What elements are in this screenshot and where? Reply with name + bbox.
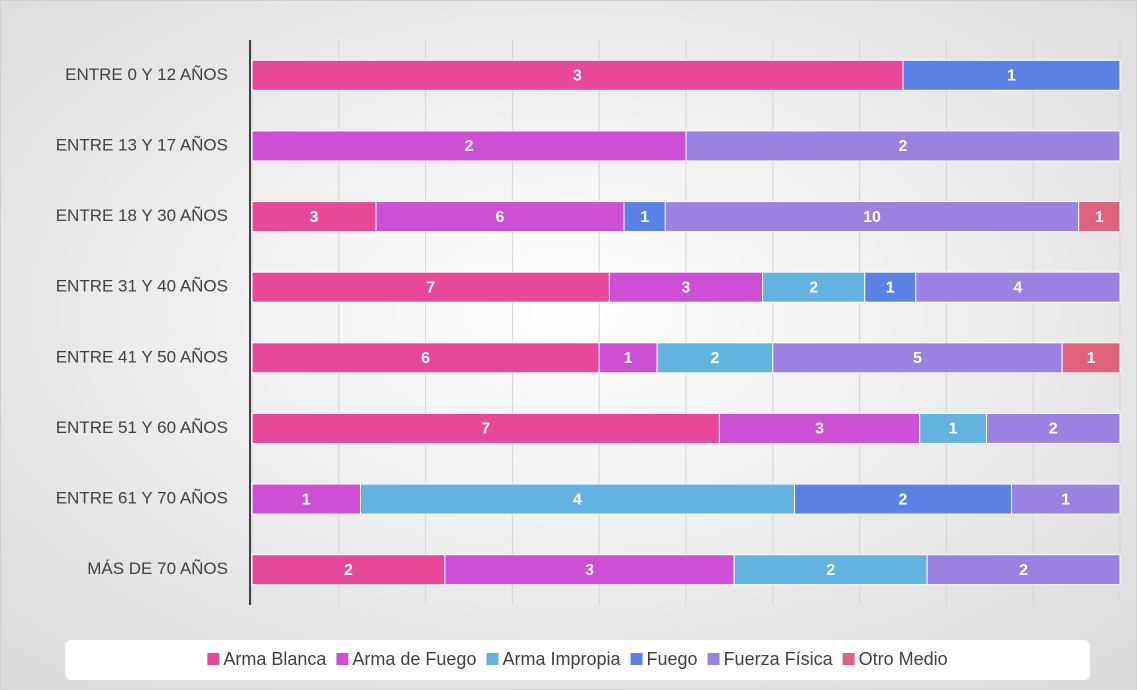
bar-segment <box>1011 483 1121 515</box>
bar-segment <box>664 201 1080 233</box>
value-label: 1 <box>1087 350 1096 367</box>
value-label: 1 <box>1007 68 1016 85</box>
value-label: 3 <box>573 68 582 85</box>
bar-segment <box>251 271 610 303</box>
bar-segment <box>985 412 1121 444</box>
bar-segment <box>1078 201 1121 233</box>
bar-segment <box>251 342 600 374</box>
legend-swatch <box>207 653 220 665</box>
value-label: 2 <box>1019 562 1028 579</box>
value-label: 7 <box>481 421 490 438</box>
value-label: 4 <box>573 491 582 508</box>
bar-segment <box>251 130 687 162</box>
legend-label: Fuerza Física <box>724 649 834 669</box>
value-label: 2 <box>1049 421 1058 438</box>
y-tick-label: ENTRE 18 Y 30 AÑOS <box>56 206 228 225</box>
y-tick-label: MÁS DE 70 AÑOS <box>87 559 228 578</box>
value-label: 2 <box>809 279 818 296</box>
value-label: 3 <box>682 279 691 296</box>
value-label: 6 <box>496 209 505 226</box>
value-label: 1 <box>640 209 649 226</box>
value-label: 10 <box>863 209 881 226</box>
bar-segment <box>1061 342 1121 374</box>
bar-segment <box>608 271 764 303</box>
y-tick-label: ENTRE 31 Y 40 AÑOS <box>56 277 228 296</box>
value-label: 1 <box>1095 209 1104 226</box>
bar-segment <box>772 342 1063 374</box>
legend-swatch <box>842 653 855 665</box>
value-label: 5 <box>913 350 922 367</box>
bar-segment <box>251 59 904 91</box>
value-label: 3 <box>815 421 824 438</box>
value-label: 3 <box>310 209 319 226</box>
value-label: 2 <box>899 138 908 155</box>
legend-label: Arma Impropia <box>502 649 621 669</box>
y-tick-label: ENTRE 13 Y 17 AÑOS <box>56 135 228 154</box>
value-label: 4 <box>1013 279 1022 296</box>
legend-label: Arma de Fuego <box>352 649 476 669</box>
legend-swatch <box>707 653 720 665</box>
bar-segment <box>444 554 735 586</box>
legend-box <box>65 640 1090 680</box>
legend-label: Arma Blanca <box>223 649 327 669</box>
bar-segment <box>360 483 795 515</box>
value-label: 2 <box>344 562 353 579</box>
value-label: 2 <box>899 491 908 508</box>
legend-swatch <box>630 653 643 665</box>
legend-swatch <box>336 653 349 665</box>
value-label: 2 <box>465 138 474 155</box>
legend-label: Fuego <box>647 649 698 669</box>
bar-segment <box>794 483 1012 515</box>
bar-segment <box>926 554 1121 586</box>
legend-label: Otro Medio <box>859 649 948 669</box>
y-tick-label: ENTRE 41 Y 50 AÑOS <box>56 347 228 366</box>
bar-segment <box>902 59 1121 91</box>
value-label: 3 <box>585 562 594 579</box>
bar-segment <box>598 342 658 374</box>
y-tick-label: ENTRE 61 Y 70 AÑOS <box>56 489 228 508</box>
value-label: 2 <box>826 562 835 579</box>
bar-segment <box>718 412 921 444</box>
bar-segment <box>623 201 666 233</box>
value-label: 2 <box>710 350 719 367</box>
bar-segment <box>919 412 987 444</box>
value-label: 1 <box>1061 491 1070 508</box>
bar-segment <box>915 271 1121 303</box>
value-label: 7 <box>426 279 435 296</box>
value-label: 1 <box>949 421 958 438</box>
bar-segment <box>375 201 625 233</box>
value-label: 1 <box>624 350 633 367</box>
bar-segment <box>251 554 446 586</box>
bar-segment <box>251 483 361 515</box>
y-tick-label: ENTRE 51 Y 60 AÑOS <box>56 418 228 437</box>
value-label: 6 <box>421 350 430 367</box>
legend-swatch <box>486 653 499 665</box>
value-label: 1 <box>302 491 311 508</box>
y-tick-label: ENTRE 0 Y 12 AÑOS <box>65 65 228 84</box>
bar-segment <box>656 342 774 374</box>
bar-segment <box>685 130 1121 162</box>
value-label: 1 <box>886 279 895 296</box>
